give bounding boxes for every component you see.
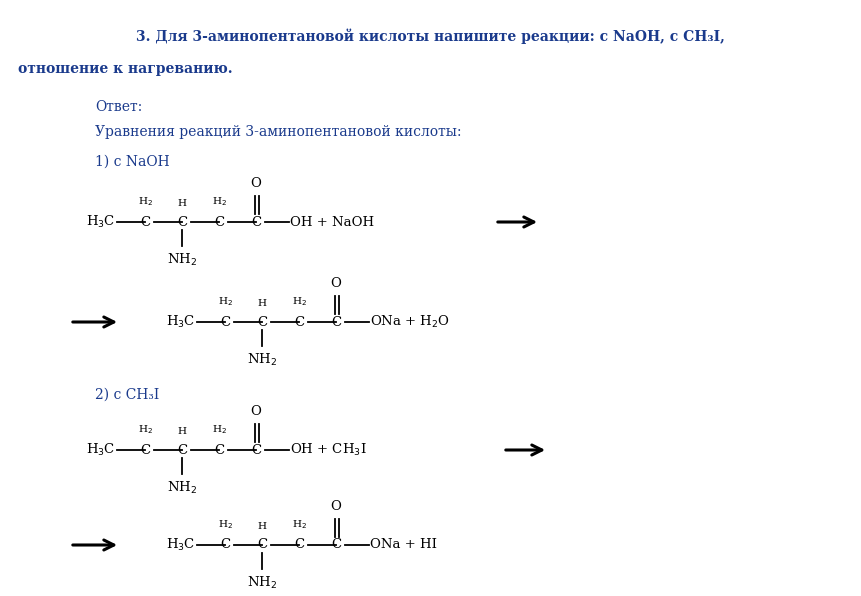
Text: O: O [251,405,262,418]
Text: NH$_2$: NH$_2$ [167,480,197,496]
Text: H$_2$: H$_2$ [218,295,232,308]
Text: NH$_2$: NH$_2$ [247,575,277,591]
Text: C: C [331,539,341,551]
Text: 2) с CH₃I: 2) с CH₃I [95,388,159,402]
Text: 1) с NaOH: 1) с NaOH [95,155,170,169]
Text: 3. Для 3-аминопентановой кислоты напишите реакции: с NaOH, с CH₃I,: 3. Для 3-аминопентановой кислоты напишит… [136,28,725,44]
Text: C: C [214,216,224,228]
Text: C: C [177,443,187,457]
Text: C: C [140,443,150,457]
Text: C: C [257,315,267,328]
Text: O: O [331,500,342,513]
Text: OH + NaOH: OH + NaOH [290,216,375,228]
Text: NH$_2$: NH$_2$ [247,352,277,368]
Text: C: C [177,216,187,228]
Text: O: O [331,277,342,290]
Text: ONa + H$_2$O: ONa + H$_2$O [370,314,450,330]
Text: O: O [251,177,262,190]
Text: OH + CH$_3$I: OH + CH$_3$I [290,442,367,458]
Text: отношение к нагреванию.: отношение к нагреванию. [18,62,232,76]
Text: C: C [251,443,261,457]
Text: H: H [257,522,267,531]
Text: H: H [177,199,187,208]
Text: H$_2$: H$_2$ [212,423,226,436]
Text: Уравнения реакций 3-аминопентановой кислоты:: Уравнения реакций 3-аминопентановой кисл… [95,125,461,139]
Text: H$_3$C: H$_3$C [86,442,115,458]
Text: C: C [294,315,304,328]
Text: C: C [257,539,267,551]
Text: Ответ:: Ответ: [95,100,142,114]
Text: C: C [220,539,230,551]
Text: H$_3$C: H$_3$C [86,214,115,230]
Text: H$_2$: H$_2$ [218,518,232,531]
Text: C: C [214,443,224,457]
Text: NH$_2$: NH$_2$ [167,252,197,268]
Text: C: C [140,216,150,228]
Text: C: C [251,216,261,228]
Text: H$_2$: H$_2$ [292,295,307,308]
Text: H$_3$C: H$_3$C [166,314,195,330]
Text: C: C [220,315,230,328]
Text: H$_2$: H$_2$ [292,518,307,531]
Text: H$_3$C: H$_3$C [166,537,195,553]
Text: H$_2$: H$_2$ [138,423,152,436]
Text: H$_2$: H$_2$ [212,195,226,208]
Text: C: C [331,315,341,328]
Text: H$_2$: H$_2$ [138,195,152,208]
Text: H: H [257,299,267,308]
Text: ONa + HI: ONa + HI [370,539,437,551]
Text: C: C [294,539,304,551]
Text: H: H [177,427,187,436]
